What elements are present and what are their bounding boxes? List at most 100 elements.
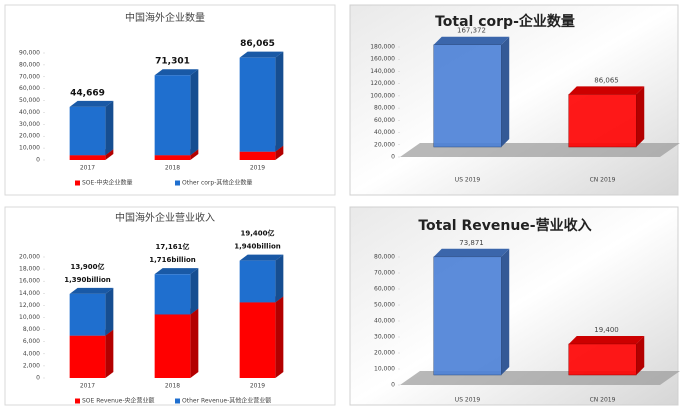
bar-side [275,51,284,152]
total-label: 1,716billion [149,256,196,264]
bar [154,155,191,160]
chart-title: 中国海外企业营业收入 [115,211,215,224]
y-tick-label: 60,000 [374,286,395,293]
y-tick-label: 0 [36,157,40,164]
y-tick-label: 20,000 [19,133,40,140]
value-label: 19,400 [594,326,619,334]
total-label: 86,065 [240,39,275,49]
total-label: 1,390billion [64,276,111,284]
bar-top [433,248,510,257]
y-tick-label: 80,000 [374,254,395,261]
bar [568,343,637,376]
y-tick-label: 0 [391,154,395,161]
x-tick-label: 2018 [165,383,180,390]
y-tick-label: 160,000 [370,56,395,63]
y-tick-label: 80,000 [19,61,40,68]
y-tick-label: 120,000 [370,80,395,87]
x-tick-label: 2019 [250,383,265,390]
legend-label: Other corp-其他企业数量 [182,179,252,187]
y-tick-label: 16,000 [19,278,40,285]
total-label: 1,940billion [234,243,281,251]
bar-top [433,36,510,45]
legend-label: SOE Revenue-央企营业额 [82,397,155,405]
bar-top [239,51,284,58]
legend-swatch [75,398,80,404]
x-tick-label: US 2019 [455,177,481,184]
y-tick-label: 10,000 [19,145,40,152]
bar-side [105,100,114,156]
y-tick-label: 180,000 [370,44,395,51]
y-tick-label: 140,000 [370,68,395,75]
bar-side [105,329,114,378]
bar-side [275,145,284,160]
bar [69,335,106,378]
y-tick-label: 12,000 [19,302,40,309]
bar [239,260,276,303]
bar-side [501,36,510,147]
legend-swatch [175,398,180,404]
bar [239,302,276,378]
y-tick-label: 40,000 [19,109,40,116]
x-tick-label: 2017 [80,383,95,390]
total-label: 13,900亿 [70,262,104,271]
bar-side [190,268,199,315]
y-tick-label: 2,000 [23,362,40,369]
x-tick-label: 2017 [80,165,95,172]
y-tick-label: 20,000 [19,254,40,261]
bar [433,44,502,148]
bar [568,94,637,148]
y-tick-label: 14,000 [19,290,40,297]
bar [154,274,191,315]
bar-side [105,149,114,160]
total-label: 71,301 [155,57,190,67]
bar [433,256,502,376]
y-tick-label: 100,000 [370,92,395,99]
legend-label: SOE-中央企业数量 [82,179,133,187]
total-label: 17,161亿 [155,242,189,251]
legend-swatch [75,180,80,186]
y-tick-label: 70,000 [19,73,40,80]
bar-side [275,254,284,303]
x-tick-label: US 2019 [455,397,481,404]
x-tick-label: CN 2019 [590,397,616,404]
y-tick-label: 20,000 [374,350,395,357]
y-tick-label: 40,000 [374,318,395,325]
chart-title: 中国海外企业数量 [125,11,205,24]
bar [239,57,276,152]
y-tick-label: 8,000 [23,326,40,333]
bar-side [501,248,510,375]
bar-top [239,254,284,261]
y-tick-label: 20,000 [374,141,395,148]
bar-side [190,308,199,378]
legend-label: Other Revenue-其他企业营业额 [182,397,271,405]
value-label: 86,065 [594,76,619,84]
value-label: 73,871 [459,239,484,247]
y-tick-label: 50,000 [374,302,395,309]
bar-side [636,335,645,375]
y-tick-label: 70,000 [374,270,395,277]
y-tick-label: 60,000 [374,117,395,124]
y-tick-label: 10,000 [374,366,395,373]
chart-title: Total corp-企业数量 [435,13,575,30]
bar-top [154,268,199,275]
legend-swatch [175,180,180,186]
y-tick-label: 50,000 [19,97,40,104]
bar-side [105,287,114,336]
y-tick-label: 90,000 [19,50,40,57]
bar [69,155,106,160]
bar [69,106,106,156]
y-tick-label: 30,000 [374,334,395,341]
bar-top [568,86,645,95]
y-tick-label: 30,000 [19,121,40,128]
bar-top [154,69,199,76]
bar [154,314,191,378]
bar-top [568,335,645,344]
y-tick-label: 6,000 [23,338,40,345]
total-label: 44,669 [70,88,105,98]
total-label: 19,400亿 [240,229,274,238]
y-tick-label: 60,000 [19,85,40,92]
bar-side [190,149,199,160]
bar-top [69,100,114,107]
